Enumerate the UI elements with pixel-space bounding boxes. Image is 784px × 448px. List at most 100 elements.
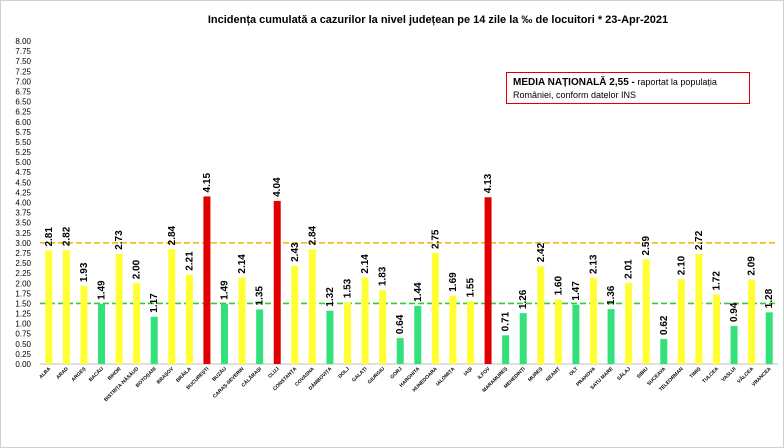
bar: [467, 301, 474, 364]
bar: [414, 305, 422, 364]
data-label: 1.93: [79, 262, 90, 282]
bar: [519, 313, 527, 364]
bar: [185, 274, 193, 364]
bar: [45, 250, 53, 364]
data-label: 1.69: [448, 272, 459, 292]
y-tick-label: 6.00: [15, 118, 31, 127]
y-tick-label: 2.75: [15, 249, 31, 258]
y-tick-label: 4.50: [15, 178, 31, 187]
y-tick-label: 1.50: [15, 299, 31, 308]
bar: [115, 253, 123, 364]
bar: [625, 282, 633, 364]
data-label: 2.00: [132, 259, 143, 279]
y-tick-label: 6.75: [15, 87, 31, 96]
x-tick-label: BUZĂU: [211, 365, 229, 383]
x-tick-label: VRANCEA: [751, 366, 773, 388]
bar: [660, 338, 668, 364]
bar: [537, 266, 545, 364]
data-label: 4.04: [272, 177, 283, 197]
x-tick-label: TIMIȘ: [689, 366, 703, 380]
y-axis: 0.000.250.500.751.001.251.501.752.002.25…: [15, 37, 778, 369]
bar: [765, 312, 773, 364]
data-label: 0.94: [729, 302, 740, 322]
y-tick-label: 5.50: [15, 138, 31, 147]
bar: [379, 290, 387, 364]
x-tick-label: BACĂU: [87, 365, 105, 383]
y-tick-label: 2.25: [15, 269, 31, 278]
x-tick-label: GIURGIU: [367, 366, 387, 386]
data-label: 4.15: [202, 173, 213, 193]
data-label: 1.28: [764, 288, 775, 308]
data-label: 2.72: [694, 230, 705, 250]
data-label: 4.13: [483, 173, 494, 193]
y-tick-label: 1.00: [15, 320, 31, 329]
data-labels: 2.81 2.82 1.93 1.49 2.73 2.00 1.17 2.84 2.21 4.15…: [44, 173, 775, 335]
x-tick-label: GORJ: [389, 366, 403, 380]
x-tick-label: CLUJ: [267, 366, 281, 380]
data-label: 1.49: [220, 280, 231, 300]
data-label: 1.72: [712, 271, 723, 291]
y-tick-label: 2.00: [15, 279, 31, 288]
bar: [203, 196, 211, 364]
y-tick-label: 4.00: [15, 199, 31, 208]
data-label: 1.35: [255, 286, 266, 306]
bar: [748, 279, 756, 364]
data-label: 0.62: [659, 315, 670, 335]
x-tick-label: ARAD: [55, 366, 70, 381]
bar: [642, 259, 650, 364]
data-label: 1.36: [606, 285, 617, 305]
y-tick-label: 6.25: [15, 108, 31, 117]
x-tick-label: CARAȘ-SEVERIN: [212, 366, 246, 400]
y-tick-label: 0.25: [15, 350, 31, 359]
x-axis: ALBA ARAD ARGEȘ BACĂU BIHORBISTRIȚA-NĂSĂUDBO…: [38, 365, 773, 403]
data-label: 2.01: [624, 259, 635, 279]
y-tick-label: 2.50: [15, 259, 31, 268]
x-tick-label: TULCEA: [701, 366, 720, 385]
data-label: 1.47: [571, 281, 582, 301]
data-label: 2.14: [360, 254, 371, 274]
x-tick-label: BIHOR: [107, 366, 123, 382]
bar: [238, 277, 246, 364]
data-label: 0.71: [501, 311, 512, 331]
y-tick-label: 0.00: [15, 360, 31, 369]
data-label: 1.26: [518, 289, 529, 309]
data-label: 2.10: [676, 255, 687, 275]
chart-title: Incidența cumulată a cazurilor la nivel …: [208, 14, 668, 26]
y-tick-label: 6.50: [15, 98, 31, 107]
bar: [431, 252, 439, 364]
y-tick-label: 5.00: [15, 158, 31, 167]
x-tick-label: SIBIU: [636, 366, 650, 380]
data-label: 0.64: [395, 314, 406, 334]
bar: [273, 200, 281, 364]
bar: [730, 326, 738, 364]
y-tick-label: 0.75: [15, 330, 31, 339]
data-label: 2.81: [44, 227, 55, 247]
x-tick-label: ILFOV: [477, 366, 492, 381]
bar: [396, 338, 404, 364]
data-label: 1.44: [413, 282, 424, 302]
x-tick-label: BRAȘOV: [156, 366, 176, 386]
x-tick-label: IALOMIȚA: [435, 366, 457, 388]
y-tick-label: 3.50: [15, 219, 31, 228]
bar: [572, 304, 580, 364]
bar: [590, 278, 597, 364]
data-label: 2.75: [430, 229, 441, 249]
y-tick-label: 5.75: [15, 128, 31, 137]
x-tick-label: SĂLAJ: [616, 365, 633, 382]
data-label: 2.21: [184, 251, 195, 271]
data-label: 2.84: [307, 225, 318, 245]
y-tick-label: 3.75: [15, 209, 31, 218]
bar: [150, 316, 158, 364]
x-tick-label: DOLJ: [337, 366, 351, 380]
data-label: 2.73: [114, 230, 125, 250]
data-label: 2.42: [536, 242, 547, 262]
bars: [45, 196, 773, 364]
national-average-callout: MEDIA NAȚIONALĂ 2,55 - raportat la popul…: [506, 72, 750, 104]
x-tick-label: ALBA: [38, 366, 52, 380]
bar: [677, 279, 685, 364]
bar: [361, 277, 369, 364]
data-label: 2.13: [589, 254, 600, 274]
bar: [221, 303, 228, 364]
bar: [449, 295, 457, 364]
